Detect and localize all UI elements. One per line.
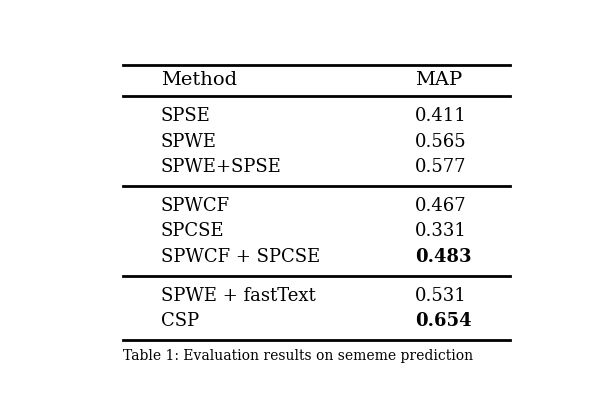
Text: SPCSE: SPCSE xyxy=(161,222,224,240)
Text: SPWE+SPSE: SPWE+SPSE xyxy=(161,158,282,176)
Text: SPSE: SPSE xyxy=(161,107,211,125)
Text: SPWE + fastText: SPWE + fastText xyxy=(161,286,316,305)
Text: 0.531: 0.531 xyxy=(415,286,467,305)
Text: SPWCF + SPCSE: SPWCF + SPCSE xyxy=(161,248,320,266)
Text: 0.411: 0.411 xyxy=(415,107,467,125)
Text: Table 1: Evaluation results on sememe prediction: Table 1: Evaluation results on sememe pr… xyxy=(123,348,473,363)
Text: 0.483: 0.483 xyxy=(415,248,472,266)
Text: MAP: MAP xyxy=(415,71,463,89)
Text: 0.654: 0.654 xyxy=(415,313,472,330)
Text: CSP: CSP xyxy=(161,313,199,330)
Text: SPWE: SPWE xyxy=(161,133,217,151)
Text: Method: Method xyxy=(161,71,237,89)
Text: 0.565: 0.565 xyxy=(415,133,467,151)
Text: 0.577: 0.577 xyxy=(415,158,467,176)
Text: SPWCF: SPWCF xyxy=(161,197,230,215)
Text: 0.467: 0.467 xyxy=(415,197,467,215)
Text: 0.331: 0.331 xyxy=(415,222,467,240)
